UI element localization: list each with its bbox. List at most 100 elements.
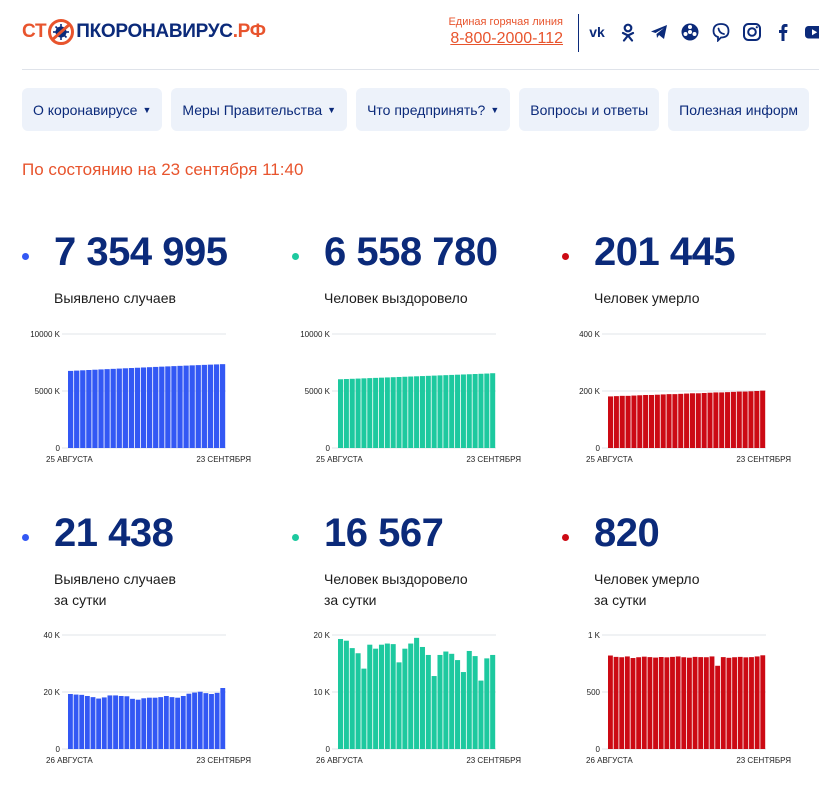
daily-cases-chart: 0 20 K 40 K 26 АВГУСТА 23 СЕНТЯБРЯ [44,631,252,765]
bar [419,376,425,448]
bar [201,364,207,448]
bar [349,648,355,749]
bar [425,654,431,749]
bar [147,367,153,448]
youtube-icon[interactable] [803,20,819,44]
bar [684,393,690,448]
bar [338,638,344,749]
bar [135,699,141,749]
bar [134,367,141,448]
bar [478,680,484,749]
y-tick-label: 0 [596,745,601,754]
bar [378,644,385,749]
viber-icon[interactable] [710,20,732,44]
y-tick-label: 20 K [44,688,61,697]
bar [754,656,760,749]
bar [408,643,414,749]
bar [707,392,713,448]
nav-about-coronavirus[interactable]: О коронавирусе ▼ [22,88,163,131]
bar [165,366,171,448]
total-cases-chart: 0 5000 K 10000 K 25 АВГУСТА 23 СЕНТЯБРЯ [30,330,251,464]
site-logo[interactable]: СТ ПКОРОНАВИРУС .РФ [22,18,266,46]
bar [220,688,226,749]
bar [141,698,147,749]
bar [214,692,220,749]
bar [414,637,420,749]
y-tick-label: 0 [596,444,601,453]
y-tick-label: 10 K [314,688,331,697]
y-tick-label: 0 [56,745,61,754]
bar [113,695,118,749]
hotline-number-link[interactable]: 8-800-2000-112 [450,30,563,47]
bar [449,653,455,749]
bar [608,655,613,749]
nav-what-to-do[interactable]: Что предпринять? ▼ [356,88,511,131]
bar [373,377,379,448]
bar [698,657,704,749]
x-start-label: 25 АВГУСТА [46,455,93,464]
bar [608,396,614,448]
bar [68,370,74,448]
bar [367,378,373,448]
bar [118,695,124,749]
bar [624,656,630,749]
bar [749,657,754,749]
bar [177,365,183,448]
stat-label-period: за сутки [324,592,377,608]
nav-useful-info[interactable]: Полезная информ [668,88,810,131]
bar [670,656,675,749]
stat-label: Выявлено случаев [54,571,176,587]
stat-label: Человек умерло [594,571,700,587]
bar [443,375,449,448]
bar [408,376,414,448]
nav-government-measures[interactable]: Меры Правительства ▼ [171,88,348,131]
bar [419,646,425,749]
bar [619,395,625,448]
bar [90,697,96,749]
bar [367,644,373,749]
bar [110,368,116,448]
bar [637,395,643,448]
bar [186,693,192,749]
bar [116,368,122,448]
blue-dot-icon [22,253,29,260]
y-tick-label: 0 [326,745,331,754]
telegram-icon[interactable] [648,20,670,44]
bar [613,396,619,448]
bar [455,374,461,448]
caret-down-icon: ▼ [327,104,337,115]
instagram-icon[interactable] [741,20,763,44]
bar [84,695,90,749]
yandex-zen-icon[interactable] [679,20,701,44]
bar [159,366,165,448]
svg-text:vk: vk [589,24,605,40]
x-end-label: 23 СЕНТЯБРЯ [466,756,521,765]
bar [414,376,420,448]
bar [730,391,736,448]
x-end-label: 23 СЕНТЯБРЯ [736,455,791,464]
y-tick-label: 500 [587,688,601,697]
facebook-icon[interactable] [772,20,794,44]
nav-faq[interactable]: Вопросы и ответы [519,88,660,131]
bar [719,392,725,448]
bar [361,668,367,749]
y-tick-label: 0 [326,444,331,453]
y-tick-label: 5000 K [305,387,331,396]
bar [478,373,484,448]
bar [631,395,637,448]
site-header: СТ ПКОРОНАВИРУС .РФ Единая горячая линия… [0,0,819,70]
bar [349,378,355,448]
stat-daily-recovered: 16 567 Человек выздоровело за сутки 0 10 … [292,511,552,781]
y-tick-label: 0 [56,444,61,453]
bar [760,655,766,749]
x-end-label: 23 СЕНТЯБРЯ [736,756,791,765]
bar [92,369,98,448]
vk-icon[interactable]: vk [586,20,608,44]
bar [736,391,742,448]
bar [73,694,79,749]
bar [678,393,684,448]
odnoklassniki-icon[interactable] [617,20,639,44]
x-start-label: 26 АВГУСТА [586,756,633,765]
bar [709,656,715,749]
y-tick-label: 1 K [588,631,601,640]
